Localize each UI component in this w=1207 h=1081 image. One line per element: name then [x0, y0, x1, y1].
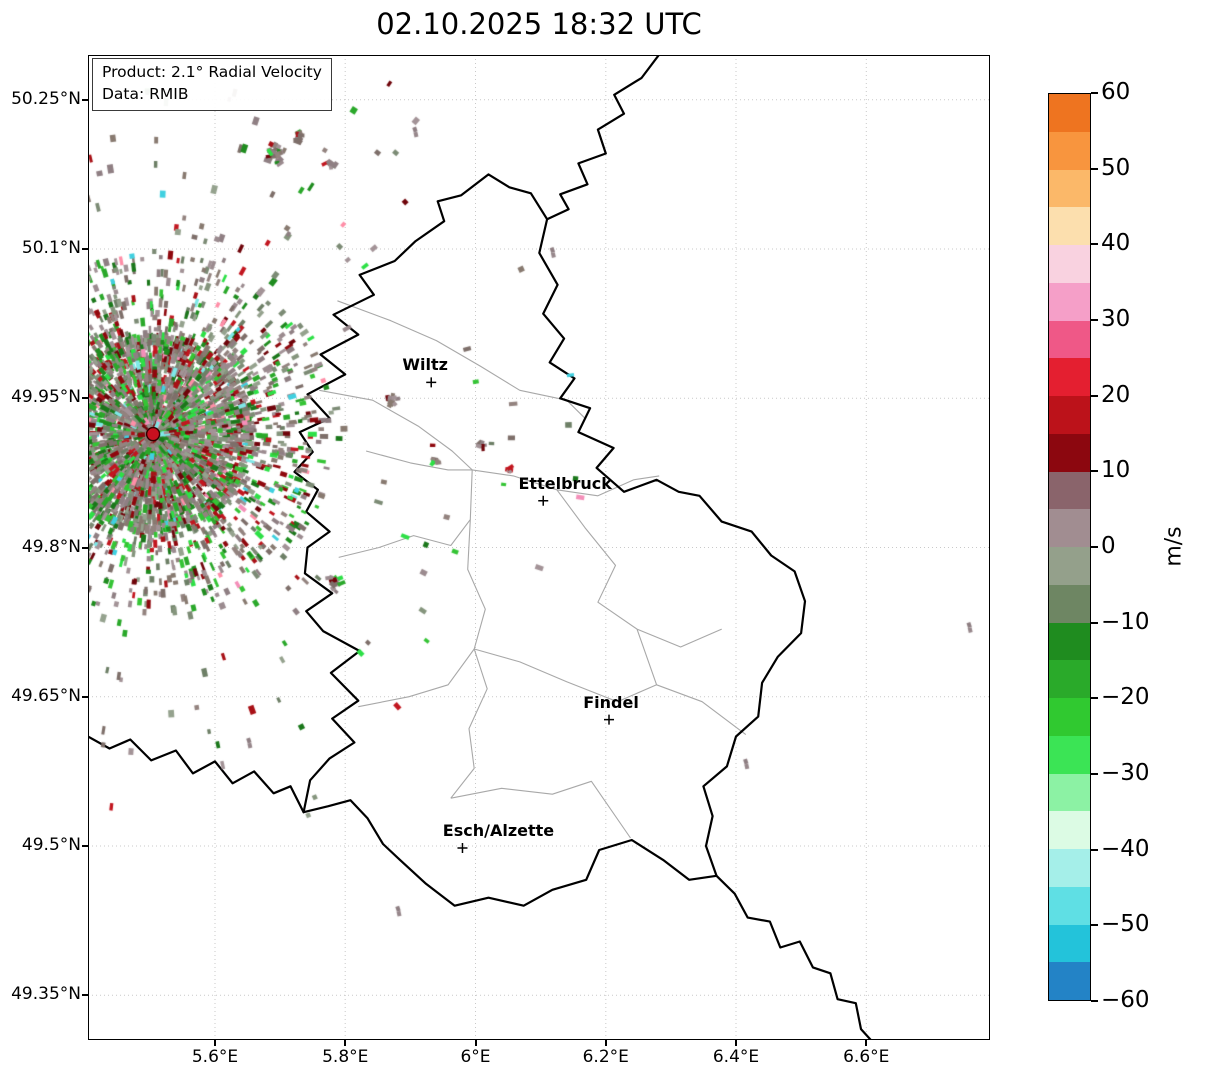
lon-tick-label: 5.6°E — [191, 1047, 239, 1067]
map-markers-overlay — [145, 377, 615, 853]
city-label: Findel — [583, 692, 639, 712]
colorbar-band — [1049, 547, 1090, 585]
lat-tick-label: 49.95°N — [11, 387, 81, 408]
colorbar-tick-mark — [1091, 243, 1098, 246]
lat-tick-label: 49.8°N — [21, 536, 81, 557]
colorbar-tick-label: −40 — [1101, 835, 1150, 862]
city-marker — [604, 714, 615, 725]
colorbar-tick-label: 10 — [1101, 457, 1131, 484]
lat-tick-label: 49.5°N — [21, 834, 81, 855]
lat-tick-mark — [82, 397, 88, 400]
colorbar-tick-label: −50 — [1101, 911, 1150, 938]
colorbar-band — [1049, 207, 1090, 245]
colorbar-tick-mark — [1091, 167, 1098, 170]
data-source: Data: RMIB — [102, 84, 189, 103]
lat-tick-label: 49.35°N — [11, 984, 81, 1005]
colorbar-band — [1049, 622, 1090, 661]
map-plot: Product: 2.1° Radial Velocity Data: RMIB… — [88, 55, 990, 1040]
lat-tick-label: 49.65°N — [11, 685, 81, 706]
colorbar-band — [1049, 773, 1090, 812]
colorbar-band — [1049, 735, 1090, 774]
colorbar-tick-label: −20 — [1101, 684, 1150, 711]
colorbar-tick-label: −60 — [1101, 987, 1150, 1013]
colorbar-band — [1049, 811, 1090, 849]
colorbar-band — [1049, 660, 1090, 698]
colorbar-band — [1049, 924, 1090, 963]
city-marker — [538, 495, 549, 506]
radial-velocity-field — [88, 55, 990, 1040]
colorbar-band — [1049, 471, 1090, 510]
colorbar-unit-label: m/s — [1161, 526, 1187, 567]
colorbar-tick-mark — [1091, 470, 1098, 473]
lat-tick-mark — [82, 844, 88, 847]
colorbar-band — [1049, 509, 1090, 547]
colorbar-band — [1049, 962, 1090, 1000]
lon-tick-mark — [213, 1040, 216, 1046]
colorbar-tick-mark — [1091, 848, 1098, 851]
lat-tick-label: 50.1°N — [21, 238, 81, 258]
product-info-box: Product: 2.1° Radial Velocity Data: RMIB — [92, 58, 332, 112]
colorbar-band — [1049, 131, 1090, 170]
colorbar-tick-label: 30 — [1101, 306, 1131, 332]
colorbar-tick-mark — [1091, 697, 1098, 700]
colorbar-band — [1049, 282, 1090, 321]
colorbar-band — [1049, 358, 1090, 396]
lat-tick-mark — [82, 994, 88, 997]
colorbar-tick-mark — [1091, 394, 1098, 397]
radar-site-marker — [145, 426, 161, 442]
lon-tick-mark — [735, 1040, 737, 1046]
product-name: Product: 2.1° Radial Velocity — [102, 63, 322, 81]
colorbar-band — [1049, 320, 1090, 359]
city-label: Ettelbruck — [518, 473, 612, 493]
colorbar-tick-mark — [1091, 92, 1098, 94]
colorbar-band — [1049, 396, 1090, 434]
colorbar-tick-label: 60 — [1101, 79, 1131, 105]
colorbar-tick-label: 20 — [1101, 381, 1131, 408]
colorbar-band — [1049, 169, 1090, 208]
colorbar-tick-mark — [1091, 773, 1098, 775]
lat-tick-mark — [82, 248, 88, 250]
lat-tick-mark — [82, 546, 88, 549]
colorbar-tick-mark — [1091, 924, 1098, 927]
city-label: Esch/Alzette — [442, 820, 555, 840]
colorbar-band — [1049, 245, 1090, 283]
lon-tick-mark — [865, 1040, 868, 1046]
colorbar-tick-mark — [1091, 621, 1098, 624]
lon-tick-label: 6.4°E — [712, 1047, 760, 1067]
timestamp-title: 02.10.2025 18:32 UTC — [376, 7, 702, 41]
colorbar-band — [1049, 698, 1090, 736]
lat-tick-mark — [82, 98, 88, 101]
city-marker — [426, 377, 437, 388]
city-marker — [457, 842, 468, 853]
colorbar-band — [1049, 849, 1090, 887]
colorbar-band — [1049, 886, 1090, 925]
colorbar-band — [1049, 584, 1090, 623]
lon-tick-mark — [604, 1040, 607, 1046]
colorbar-tick-mark — [1091, 1000, 1098, 1002]
colorbar-band — [1049, 433, 1090, 472]
colorbar-bands — [1048, 93, 1091, 1001]
colorbar: m/s 60 50 40 30 20 10 0 −10 −20 −30 −40 −50 −60 — [1048, 79, 1207, 1013]
colorbar-tick-label: 50 — [1101, 154, 1131, 181]
colorbar-tick-label: 0 — [1101, 533, 1116, 559]
colorbar-tick-label: −30 — [1101, 760, 1150, 786]
colorbar-tick-label: −10 — [1101, 608, 1150, 635]
lon-tick-label: 6°E — [460, 1047, 491, 1067]
colorbar-tick-mark — [1091, 319, 1098, 321]
lon-tick-label: 6.6°E — [843, 1047, 890, 1067]
lon-tick-mark — [474, 1040, 477, 1046]
city-label: Wiltz — [402, 355, 448, 375]
lon-tick-label: 5.8°E — [322, 1047, 369, 1067]
colorbar-band — [1049, 94, 1090, 132]
lon-tick-mark — [344, 1040, 347, 1046]
colorbar-tick-mark — [1091, 546, 1098, 548]
lat-tick-mark — [82, 695, 88, 698]
lat-tick-label: 50.25°N — [11, 88, 81, 109]
lon-tick-label: 6.2°E — [582, 1047, 629, 1067]
colorbar-tick-label: 40 — [1101, 230, 1131, 257]
